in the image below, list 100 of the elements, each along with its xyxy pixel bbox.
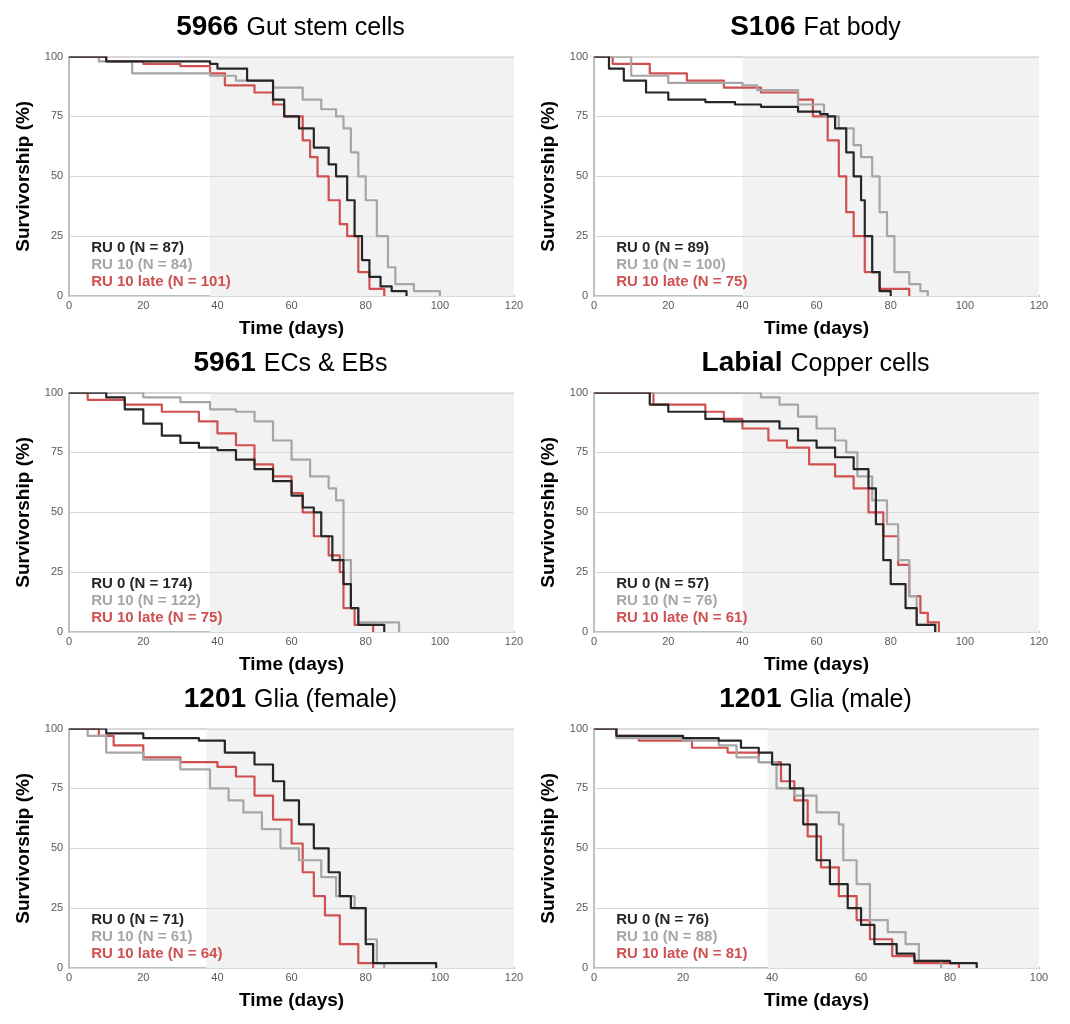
text: RU 10 late (N = 61) xyxy=(616,608,748,626)
chart-title: 5961 xyxy=(193,346,256,377)
x-axis-title: Time (days) xyxy=(763,652,870,674)
y-tick-label: 25 xyxy=(575,229,589,242)
chart-subtitle: Glia (male) xyxy=(789,684,912,712)
y-tick-label: 100 xyxy=(44,385,64,398)
x-tick-label: 60 xyxy=(854,970,868,983)
text: RU 10 (N = 122) xyxy=(91,591,201,609)
y-tick-label: 100 xyxy=(44,721,64,734)
y-tick-label: 0 xyxy=(582,961,589,974)
x-tick-label: 0 xyxy=(66,970,73,983)
x-axis-title: Time (days) xyxy=(238,652,345,674)
x-tick-label: 20 xyxy=(677,970,690,983)
x-tick-label: 100 xyxy=(1029,970,1049,983)
x-tick-label: 60 xyxy=(285,634,298,647)
text: RU 10 late (N = 81) xyxy=(616,944,748,962)
y-tick-label: 25 xyxy=(575,901,589,914)
y-tick-label: 50 xyxy=(50,841,64,854)
y-axis-title: Survivorship (%) xyxy=(536,772,558,924)
x-tick-label: 80 xyxy=(884,634,897,647)
y-tick-label: 25 xyxy=(50,901,64,914)
text: RU 10 late (N = 75) xyxy=(616,272,748,290)
x-axis-title: Time (days) xyxy=(763,316,870,338)
y-tick-label: 75 xyxy=(575,781,589,794)
y-tick-label: 75 xyxy=(50,109,64,122)
y-tick-label: 50 xyxy=(50,505,64,518)
x-tick-label: 80 xyxy=(359,298,372,311)
x-tick-label: 20 xyxy=(662,298,675,311)
x-tick-label: 40 xyxy=(211,634,224,647)
chart-title: Labial xyxy=(701,346,783,377)
x-tick-label: 120 xyxy=(504,970,524,983)
y-tick-label: 50 xyxy=(50,169,64,182)
y-tick-label: 75 xyxy=(50,781,64,794)
x-tick-label: 120 xyxy=(504,298,524,311)
text: RU 10 (N = 88) xyxy=(616,927,718,945)
x-tick-label: 20 xyxy=(662,634,675,647)
text: RU 10 (N = 61) xyxy=(91,927,193,945)
text: RU 0 (N = 87) xyxy=(91,238,185,256)
y-tick-label: 100 xyxy=(569,385,589,398)
text: RU 0 (N = 89) xyxy=(616,238,710,256)
y-tick-label: 0 xyxy=(57,961,64,974)
y-tick-label: 25 xyxy=(50,565,64,578)
y-tick-label: 0 xyxy=(57,625,64,638)
chart-subtitle: Glia (female) xyxy=(254,684,398,712)
text: RU 10 late (N = 75) xyxy=(91,608,223,626)
text: RU 10 (N = 100) xyxy=(616,255,726,273)
y-tick-label: 50 xyxy=(575,841,589,854)
y-axis-title: Survivorship (%) xyxy=(11,436,33,588)
text: RU 0 (N = 174) xyxy=(91,574,193,592)
x-tick-label: 100 xyxy=(430,634,450,647)
chart-title: 1201 xyxy=(719,682,782,713)
text: RU 10 (N = 76) xyxy=(616,591,718,609)
x-axis-title: Time (days) xyxy=(238,316,345,338)
text: RU 0 (N = 57) xyxy=(616,574,710,592)
x-tick-label: 80 xyxy=(359,970,372,983)
text: RU 0 (N = 71) xyxy=(91,910,185,928)
y-tick-label: 0 xyxy=(57,289,64,302)
x-axis-title: Time (days) xyxy=(763,988,870,1010)
x-tick-label: 0 xyxy=(591,298,598,311)
chart-subtitle: ECs & EBs xyxy=(263,348,388,376)
y-tick-label: 25 xyxy=(575,565,589,578)
y-tick-label: 75 xyxy=(575,109,589,122)
x-tick-label: 80 xyxy=(359,634,372,647)
x-tick-label: 0 xyxy=(66,634,73,647)
text: RU 0 (N = 76) xyxy=(616,910,710,928)
x-axis-title: Time (days) xyxy=(238,988,345,1010)
chart-title: S106 xyxy=(730,10,796,41)
x-tick-label: 0 xyxy=(66,298,73,311)
y-tick-label: 75 xyxy=(50,445,64,458)
y-tick-label: 50 xyxy=(575,169,589,182)
chart-subtitle: Copper cells xyxy=(790,348,930,376)
x-tick-label: 120 xyxy=(504,634,524,647)
x-tick-label: 20 xyxy=(137,970,150,983)
x-tick-label: 120 xyxy=(1029,298,1049,311)
x-tick-label: 100 xyxy=(955,298,975,311)
x-tick-label: 20 xyxy=(137,634,150,647)
y-tick-label: 100 xyxy=(569,721,589,734)
x-tick-label: 100 xyxy=(430,298,450,311)
y-tick-label: 0 xyxy=(582,289,589,302)
x-tick-label: 60 xyxy=(810,634,823,647)
chart-title: 5966 xyxy=(176,10,239,41)
chart-subtitle: Fat body xyxy=(803,12,901,40)
y-tick-label: 75 xyxy=(575,445,589,458)
text: RU 10 (N = 84) xyxy=(91,255,193,273)
x-tick-label: 0 xyxy=(591,634,598,647)
x-tick-label: 120 xyxy=(1029,634,1049,647)
y-tick-label: 25 xyxy=(50,229,64,242)
x-tick-label: 80 xyxy=(943,970,957,983)
x-tick-label: 40 xyxy=(765,970,779,983)
x-tick-label: 40 xyxy=(211,970,224,983)
text: RU 10 late (N = 101) xyxy=(91,272,231,290)
chart-title: 1201 xyxy=(183,682,247,713)
x-tick-label: 20 xyxy=(137,298,150,311)
x-tick-label: 40 xyxy=(736,298,749,311)
x-tick-label: 60 xyxy=(810,298,823,311)
y-axis-title: Survivorship (%) xyxy=(11,772,33,924)
chart-subtitle: Gut stem cells xyxy=(246,12,405,40)
y-tick-label: 100 xyxy=(44,49,64,62)
x-tick-label: 100 xyxy=(955,634,975,647)
y-axis-title: Survivorship (%) xyxy=(536,436,558,588)
